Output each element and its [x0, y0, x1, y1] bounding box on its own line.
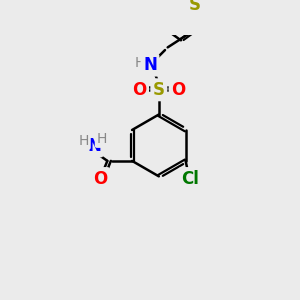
Text: N: N	[87, 137, 101, 155]
Text: H: H	[134, 56, 145, 70]
Text: N: N	[143, 56, 157, 74]
Text: Cl: Cl	[181, 169, 199, 188]
Text: H: H	[78, 134, 89, 148]
Text: O: O	[132, 81, 146, 99]
Text: H: H	[97, 132, 107, 146]
Text: S: S	[153, 81, 165, 99]
Text: O: O	[93, 169, 107, 188]
Text: S: S	[189, 0, 201, 14]
Text: O: O	[171, 81, 185, 99]
